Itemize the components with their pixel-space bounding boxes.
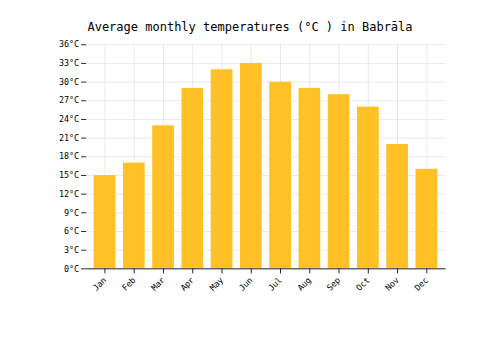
svg-text:15°C: 15°C: [59, 170, 79, 180]
svg-text:9°C: 9°C: [64, 207, 79, 217]
svg-text:21°C: 21°C: [59, 133, 79, 143]
svg-text:Jun: Jun: [237, 275, 255, 293]
svg-text:12°C: 12°C: [59, 189, 79, 199]
svg-text:0°C: 0°C: [64, 264, 79, 274]
svg-text:36°C: 36°C: [59, 39, 79, 49]
html-text:Average monthly temperatures (: Average monthly temperatures (°C ) in Ba…: [87, 20, 413, 34]
svg-text:Aug: Aug: [295, 275, 313, 293]
svg-text:24°C: 24°C: [59, 114, 79, 124]
svg-text:Oct: Oct: [354, 275, 372, 293]
svg-text:Feb: Feb: [120, 275, 138, 293]
svg-text:Dec: Dec: [412, 275, 430, 293]
svg-text:27°C: 27°C: [59, 95, 79, 105]
svg-text:Sep: Sep: [325, 275, 343, 293]
svg-text:Nov: Nov: [383, 275, 401, 293]
svg-text:Jul: Jul: [266, 275, 284, 293]
svg-text:6°C: 6°C: [64, 226, 79, 236]
svg-text:May: May: [208, 275, 226, 293]
svg-text:30°C: 30°C: [59, 77, 79, 87]
svg-text:Mar: Mar: [149, 275, 167, 293]
svg-text:33°C: 33°C: [59, 58, 79, 68]
svg-text:Apr: Apr: [178, 275, 196, 293]
svg-text:18°C: 18°C: [59, 151, 79, 161]
svg-text:3°C: 3°C: [64, 245, 79, 255]
svg-text:Jan: Jan: [90, 275, 108, 293]
